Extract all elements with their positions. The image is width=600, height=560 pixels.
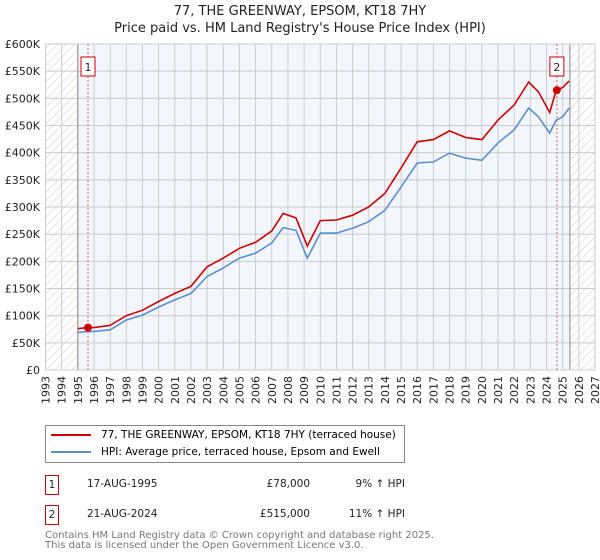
x-tick-label: 2026 [573, 376, 586, 404]
x-tick-label: 2007 [266, 376, 279, 404]
footer-line-2: This data is licensed under the Open Gov… [45, 540, 364, 551]
x-tick-label: 2009 [298, 376, 311, 404]
x-tick-label: 2012 [347, 376, 360, 404]
x-tick-label: 2014 [379, 376, 392, 404]
sale-hpi-diff: 11% ↑ HPI [348, 508, 405, 520]
x-tick-label: 2016 [411, 376, 424, 404]
sale-date: 17-AUG-1995 [87, 478, 158, 490]
x-tick-label: 2023 [524, 376, 537, 404]
sale-point [84, 323, 93, 332]
legend-label: 77, THE GREENWAY, EPSOM, KT18 7HY (terra… [101, 429, 396, 441]
sale-marker-box [549, 56, 565, 77]
legend: 77, THE GREENWAY, EPSOM, KT18 7HY (terra… [45, 425, 405, 463]
x-tick-label: 1996 [88, 376, 101, 404]
sale-date: 21-AUG-2024 [87, 508, 158, 520]
y-tick-label: £0 [26, 364, 40, 377]
x-tick-label: 1993 [40, 376, 53, 404]
x-tick-label: 1999 [136, 376, 149, 404]
footer-line-1: Contains HM Land Registry data © Crown c… [45, 530, 434, 541]
legend-swatch-blue [51, 451, 91, 453]
x-tick-label: 2022 [508, 376, 521, 404]
x-tick-label: 2010 [314, 376, 327, 404]
x-tick-label: 2027 [589, 376, 600, 404]
x-tick-label: 2003 [201, 376, 214, 404]
x-tick-label: 2013 [363, 376, 376, 404]
x-tick-label: 2019 [460, 376, 473, 404]
x-tick-label: 2005 [233, 376, 246, 404]
y-tick-label: £500K [5, 92, 41, 105]
x-tick-label: 1998 [120, 376, 133, 404]
x-tick-label: 2025 [557, 376, 570, 404]
plot-border [45, 43, 596, 371]
chart-subtitle: Price paid vs. HM Land Registry's House … [114, 21, 486, 36]
legend-item-hpi: HPI: Average price, terraced house, Epso… [51, 446, 380, 458]
x-tick-label: 2000 [153, 376, 166, 404]
x-tick-label: 1995 [72, 376, 85, 404]
y-tick-label: £400K [5, 147, 41, 160]
x-tick-label: 2024 [541, 376, 554, 404]
hpi-line [77, 106, 570, 334]
x-tick-label: 2015 [395, 376, 408, 404]
sale-row-2: 2 21-AUG-2024 £515,000 11% ↑ HPI [45, 505, 405, 525]
sale-hpi-diff: 9% ↑ HPI [355, 478, 405, 490]
y-tick-label: £350K [5, 174, 41, 187]
x-tick-label: 2011 [330, 376, 343, 404]
x-tick-label: 2020 [476, 376, 489, 404]
x-tick-label: 2002 [185, 376, 198, 404]
legend-label: HPI: Average price, terraced house, Epso… [101, 446, 380, 458]
x-tick-label: 2018 [444, 376, 457, 404]
property-price-line [77, 80, 570, 330]
x-tick-label: 2004 [217, 376, 230, 404]
x-tick-label: 2006 [250, 376, 263, 404]
x-tick-label: 2017 [427, 376, 440, 404]
sale-price: £515,000 [259, 508, 310, 520]
sale-price: £78,000 [266, 478, 310, 490]
y-tick-label: £250K [5, 228, 41, 241]
x-tick-label: 1997 [104, 376, 117, 404]
x-tick-label: 2008 [282, 376, 295, 404]
legend-swatch-red [51, 434, 91, 436]
sale-point [552, 86, 561, 95]
x-tick-label: 2021 [492, 376, 505, 404]
legend-item-property: 77, THE GREENWAY, EPSOM, KT18 7HY (terra… [51, 429, 396, 441]
sale-marker-label: 2 [45, 505, 59, 525]
plot-area: 1993 1994 1995 1996 1997 1998 1999 2000 2001 2002… [5, 38, 600, 404]
y-tick-label: £600K [5, 38, 41, 51]
chart-title: 77, THE GREENWAY, EPSOM, KT18 7HY [173, 4, 427, 19]
sale-marker-label: 1 [85, 61, 92, 74]
y-tick-label: £100K [5, 310, 41, 323]
x-tick-label: 1994 [56, 376, 69, 404]
x-tick-label: 2001 [169, 376, 182, 404]
y-tick-label: £200K [5, 255, 41, 268]
y-tick-label: £550K [5, 65, 41, 78]
y-tick-label: £150K [5, 283, 41, 296]
footer: Contains HM Land Registry data © Crown c… [45, 531, 434, 551]
sale-marker-label: 2 [553, 61, 560, 74]
y-tick-label: £50K [12, 337, 41, 350]
sale-marker-label: 1 [45, 475, 59, 495]
sale-row-1: 1 17-AUG-1995 £78,000 9% ↑ HPI [45, 475, 405, 495]
y-tick-label: £300K [5, 201, 41, 214]
y-tick-label: £450K [5, 120, 41, 133]
sale-marker-box [80, 56, 96, 77]
